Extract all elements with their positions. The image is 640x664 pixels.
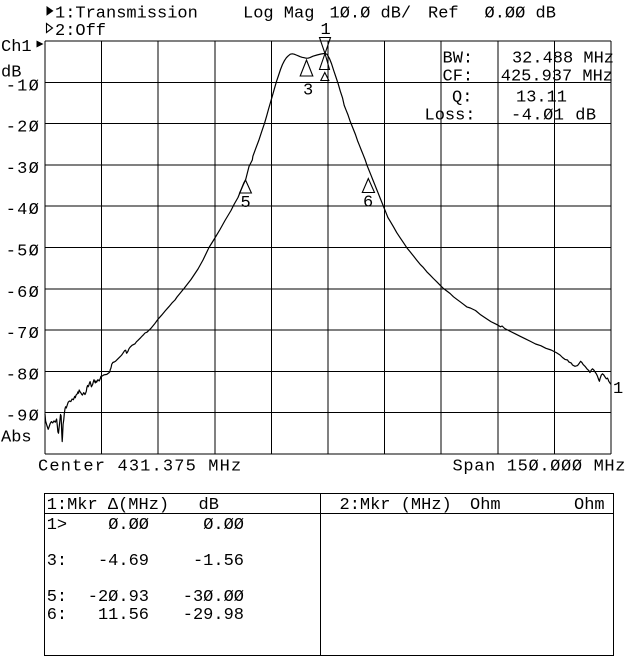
svg-text:Log Mag: Log Mag (243, 5, 314, 24)
svg-text:-9Ø: -9Ø (6, 408, 40, 427)
svg-text:Ohm: Ohm (470, 496, 501, 515)
svg-text:2:Mkr (MHz): 2:Mkr (MHz) (340, 496, 452, 515)
svg-text:3:: 3: (47, 552, 67, 571)
svg-text:6: 6 (363, 194, 373, 213)
svg-text:5:: 5: (47, 588, 67, 607)
svg-text:1Ø.Ø dB/: 1Ø.Ø dB/ (330, 5, 412, 24)
svg-text:-7Ø: -7Ø (6, 325, 40, 344)
svg-text:1: 1 (321, 21, 331, 40)
svg-text:-29.98: -29.98 (183, 606, 244, 625)
svg-text:Ohm: Ohm (574, 496, 605, 515)
svg-text:-1.56: -1.56 (193, 552, 244, 571)
svg-text:-3Ø.ØØ: -3Ø.ØØ (183, 588, 244, 607)
svg-text:Abs: Abs (1, 429, 32, 448)
svg-text:-4.Ø1 dB: -4.Ø1 dB (511, 107, 597, 126)
svg-text:Span 15Ø.ØØØ MHz: Span 15Ø.ØØØ MHz (453, 458, 627, 477)
svg-text:Ø.ØØ: Ø.ØØ (108, 516, 149, 535)
svg-text:-5Ø: -5Ø (6, 243, 40, 262)
svg-text:6:: 6: (47, 606, 67, 625)
svg-text:Ø.ØØ dB: Ø.ØØ dB (485, 5, 556, 24)
svg-text:-4Ø: -4Ø (6, 201, 40, 220)
svg-text:-3Ø: -3Ø (6, 160, 40, 179)
svg-text:-1Ø: -1Ø (6, 77, 40, 96)
svg-text:-6Ø: -6Ø (6, 284, 40, 303)
svg-text:Ref: Ref (428, 5, 459, 24)
svg-text:-4.69: -4.69 (98, 552, 149, 571)
svg-text:Center 431.375 MHz: Center 431.375 MHz (38, 458, 242, 477)
svg-text:13.11: 13.11 (516, 89, 567, 108)
svg-text:1:Transmission: 1:Transmission (55, 5, 198, 24)
svg-text:CF:: CF: (443, 68, 474, 87)
svg-text:BW:: BW: (443, 50, 474, 69)
svg-text:32.488 MHz: 32.488 MHz (512, 50, 614, 69)
svg-text:1: 1 (613, 380, 623, 399)
svg-text:3: 3 (303, 82, 313, 101)
svg-text:425.937 MHz: 425.937 MHz (501, 68, 613, 87)
svg-text:-2Ø.93: -2Ø.93 (88, 588, 149, 607)
svg-text:-8Ø: -8Ø (6, 366, 40, 385)
svg-text:-2Ø: -2Ø (6, 119, 40, 138)
svg-text:11.56: 11.56 (98, 606, 149, 625)
svg-text:2:Off: 2:Off (55, 22, 106, 41)
svg-text:5: 5 (241, 194, 251, 213)
svg-text:dB: dB (1, 64, 21, 83)
svg-text:Q:: Q: (452, 89, 472, 108)
svg-text:Ø.ØØ: Ø.ØØ (203, 516, 244, 535)
svg-text:1>: 1> (47, 516, 67, 535)
svg-text:1:Mkr Δ(MHz): 1:Mkr Δ(MHz) (47, 496, 169, 515)
svg-text:dB: dB (199, 496, 219, 515)
svg-text:Loss:: Loss: (425, 107, 476, 126)
svg-text:Ch1: Ch1 (1, 38, 32, 57)
